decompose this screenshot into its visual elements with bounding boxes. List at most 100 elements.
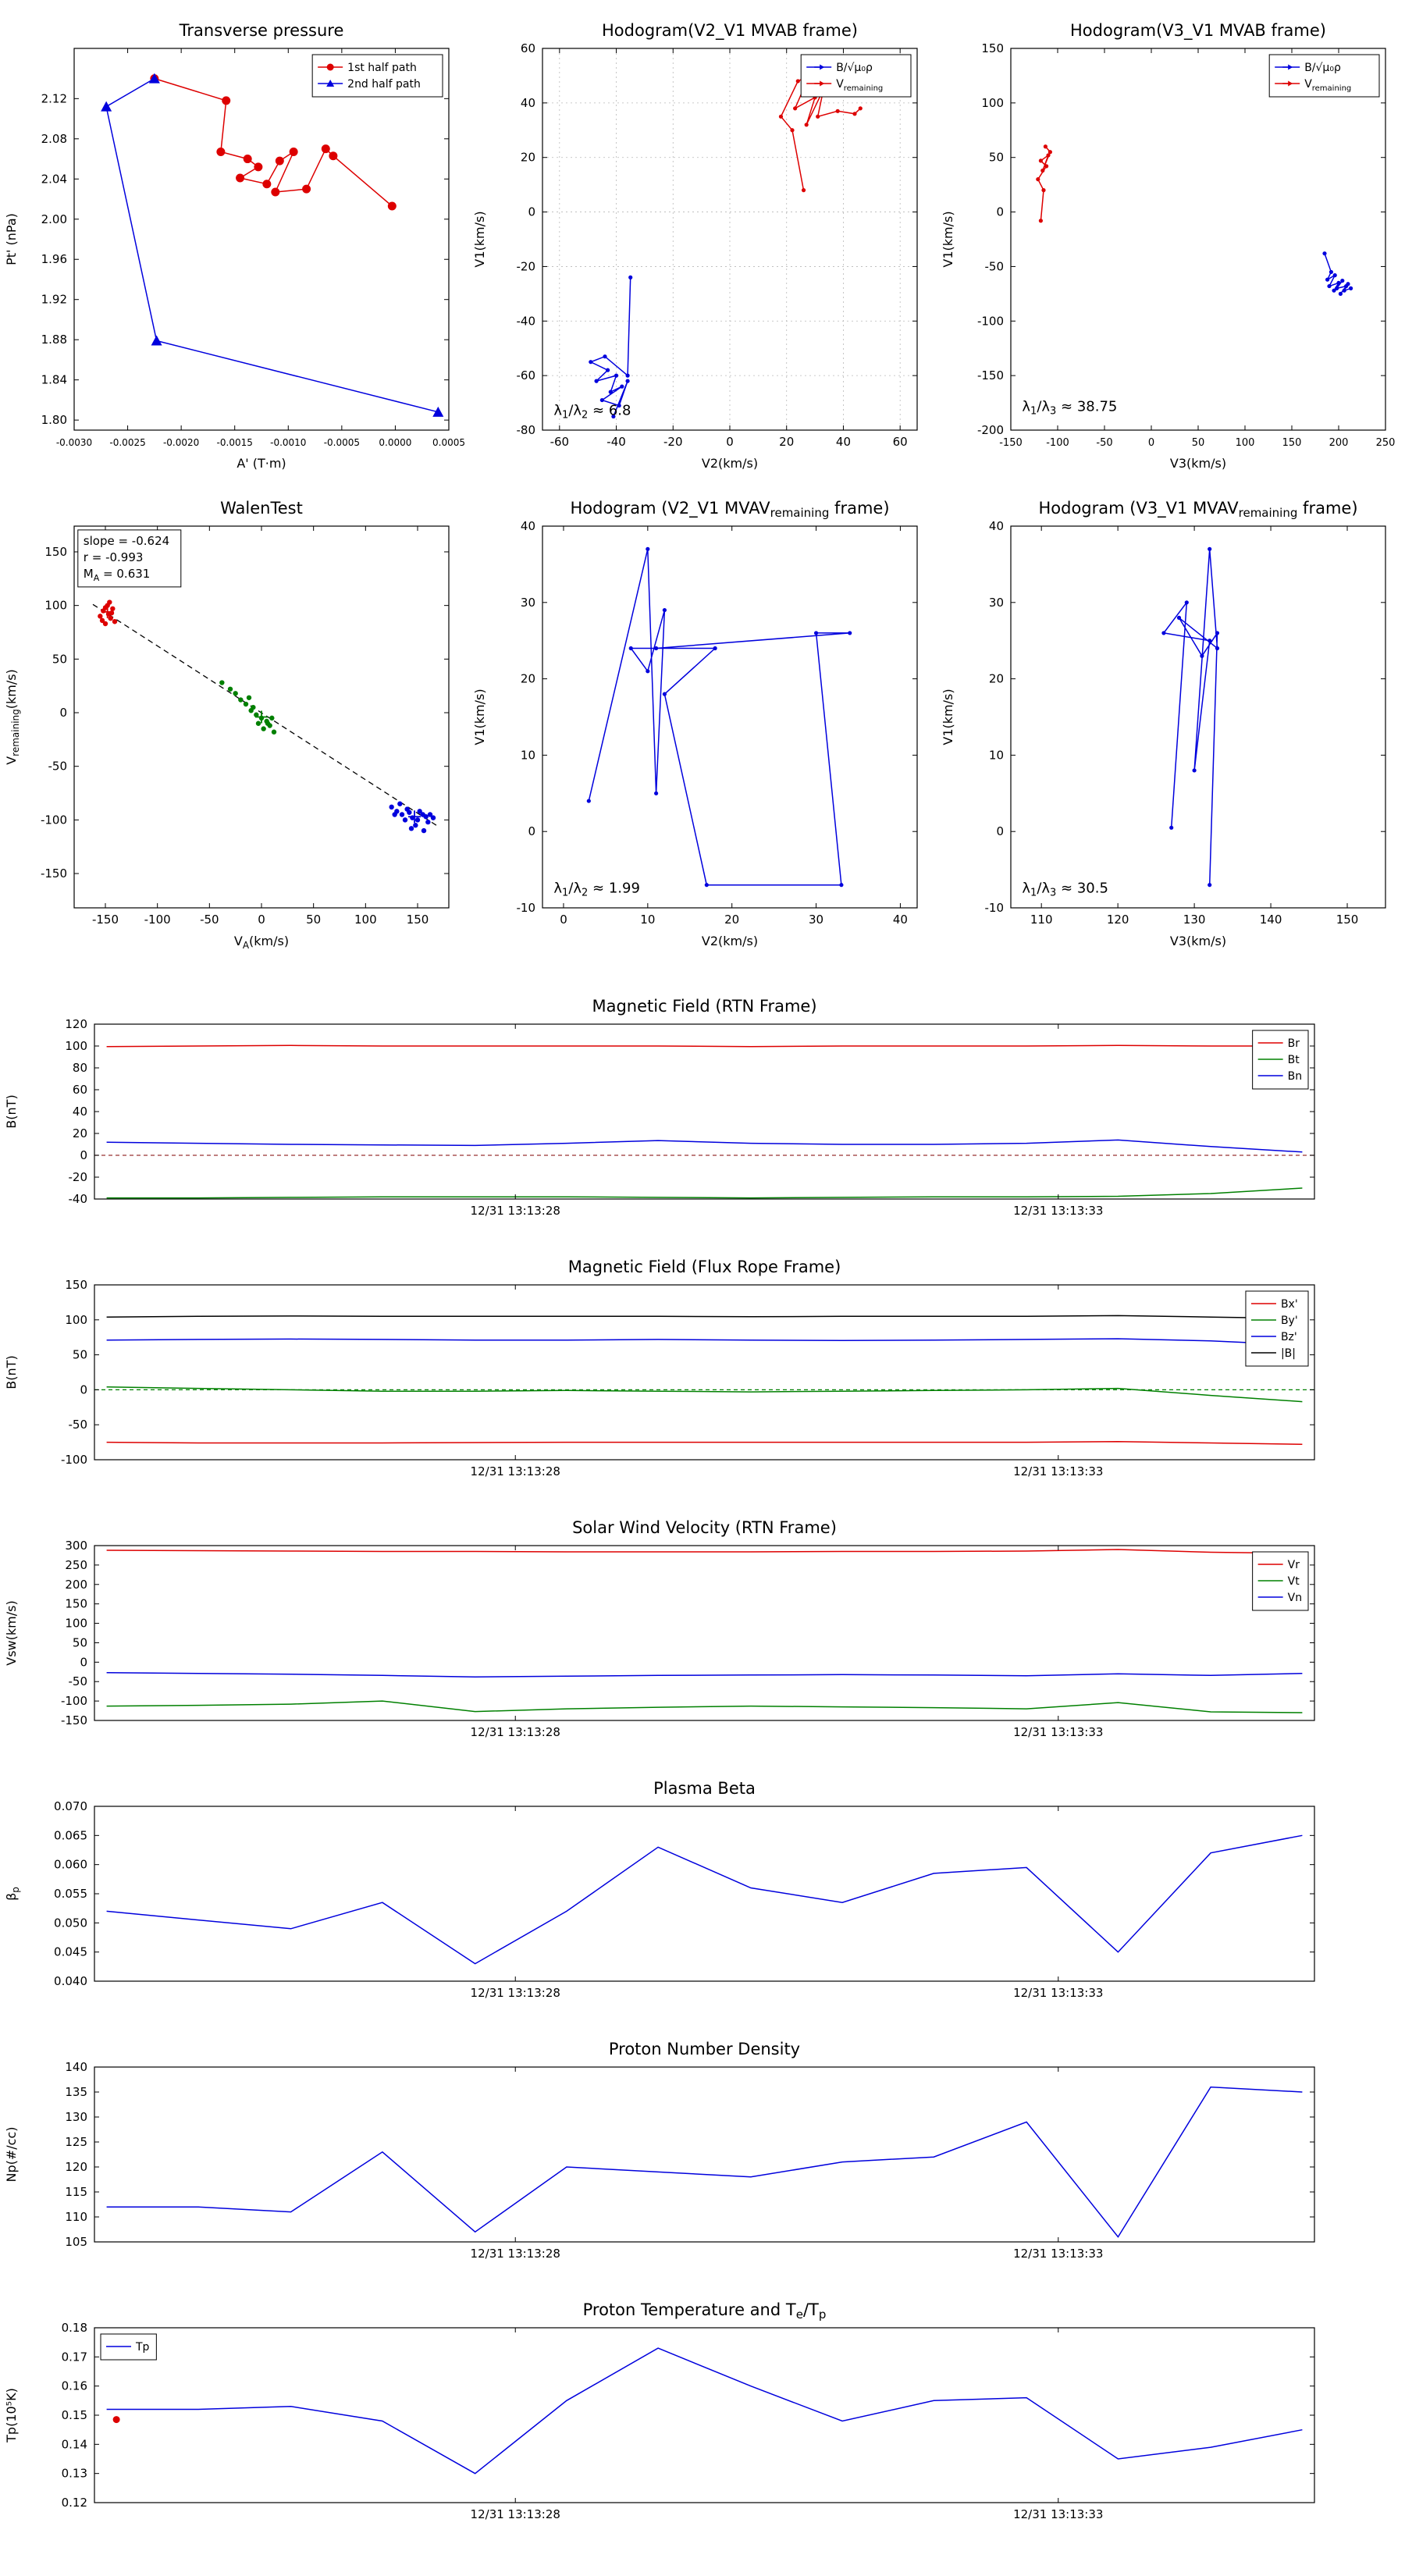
svg-text:B/√μ₀ρ: B/√μ₀ρ	[836, 62, 873, 74]
svg-text:0: 0	[1148, 437, 1154, 449]
svg-text:-100: -100	[977, 314, 1004, 328]
svg-text:Vt: Vt	[1288, 1575, 1300, 1588]
svg-text:140: 140	[1260, 913, 1282, 927]
chart-transverse-pressure: -0.0030 -0.0025 -0.0020 -0.0015 -0.0010 -0.00…	[0, 11, 468, 489]
svg-text:Np(#/cc): Np(#/cc)	[4, 2127, 19, 2183]
svg-text:0.15: 0.15	[62, 2408, 87, 2422]
svg-text:20: 20	[521, 151, 535, 165]
svg-text:50: 50	[306, 913, 321, 927]
svg-text:130: 130	[65, 2110, 87, 2124]
svg-text:WalenTest: WalenTest	[220, 499, 303, 518]
svg-text:-0.0025: -0.0025	[109, 437, 145, 448]
svg-text:0: 0	[560, 913, 567, 927]
svg-text:50: 50	[1192, 437, 1205, 449]
svg-text:100: 100	[1236, 437, 1255, 449]
svg-text:1st half path: 1st half path	[347, 62, 417, 74]
svg-text:120: 120	[65, 1017, 87, 1031]
svg-text:12/31 13:13:28: 12/31 13:13:28	[471, 1725, 560, 1739]
svg-text:Tp(10⁵K): Tp(10⁵K)	[4, 2388, 19, 2443]
svg-text:0.13: 0.13	[62, 2467, 87, 2481]
svg-text:50: 50	[73, 1635, 87, 1649]
svg-text:20: 20	[989, 672, 1004, 686]
svg-text:12/31 13:13:33: 12/31 13:13:33	[1013, 1464, 1103, 1478]
svg-text:Magnetic Field (Flux Rope Fram: Magnetic Field (Flux Rope Frame)	[568, 1258, 841, 1276]
svg-text:Vremaining: Vremaining	[836, 78, 883, 93]
svg-text:-150: -150	[999, 437, 1023, 449]
svg-text:200: 200	[65, 1578, 87, 1592]
svg-text:150: 150	[65, 1597, 87, 1611]
svg-text:20: 20	[521, 672, 535, 686]
svg-text:100: 100	[65, 1313, 87, 1327]
svg-text:-150: -150	[41, 866, 67, 881]
chart-hodogram-v3v1-mvav: 110 120 130 140 150 -10 0 10 20 30 40 Hodogram (V3_…	[937, 489, 1405, 966]
svg-text:300: 300	[65, 1539, 87, 1553]
svg-text:Proton Number Density: Proton Number Density	[609, 2040, 800, 2058]
svg-text:100: 100	[354, 913, 377, 927]
svg-text:20: 20	[73, 1126, 87, 1140]
svg-text:slope = -0.624: slope = -0.624	[84, 534, 169, 548]
svg-text:Tp: Tp	[135, 2341, 150, 2354]
svg-text:0: 0	[80, 1148, 87, 1162]
svg-text:0: 0	[80, 1655, 87, 1669]
svg-text:λ1/λ3 ≈ 30.5: λ1/λ3 ≈ 30.5	[1022, 880, 1108, 898]
svg-text:0.060: 0.060	[54, 1858, 87, 1872]
svg-text:60: 60	[521, 41, 535, 55]
svg-text:140: 140	[65, 2060, 87, 2074]
svg-text:50: 50	[73, 1348, 87, 1362]
svg-text:-150: -150	[61, 1713, 87, 1727]
svg-text:12/31 13:13:28: 12/31 13:13:28	[471, 2247, 560, 2261]
svg-text:0.16: 0.16	[62, 2379, 87, 2393]
svg-text:0.055: 0.055	[54, 1887, 87, 1901]
svg-text:Vremaining(km/s): Vremaining(km/s)	[4, 669, 21, 765]
svg-text:0.070: 0.070	[54, 1799, 87, 1813]
svg-text:40: 40	[521, 519, 535, 533]
svg-text:-100: -100	[1046, 437, 1069, 449]
svg-text:0.045: 0.045	[54, 1945, 87, 1959]
svg-text:1.88: 1.88	[41, 333, 67, 347]
svg-text:10: 10	[989, 748, 1004, 762]
svg-text:-10: -10	[517, 901, 536, 915]
svg-text:100: 100	[65, 1617, 87, 1631]
svg-text:Hodogram (V2_V1 MVAVremaining: Hodogram (V2_V1 MVAVremaining frame)	[570, 499, 889, 520]
svg-text:-50: -50	[69, 1674, 88, 1688]
svg-text:100: 100	[65, 1039, 87, 1053]
svg-text:-0.0005: -0.0005	[324, 437, 360, 448]
svg-text:105: 105	[65, 2235, 87, 2249]
svg-text:-100: -100	[61, 1694, 87, 1708]
svg-text:150: 150	[44, 545, 67, 559]
svg-text:1.84: 1.84	[41, 373, 67, 387]
svg-text:12/31 13:13:28: 12/31 13:13:28	[471, 2507, 560, 2521]
svg-text:-50: -50	[985, 259, 1005, 273]
svg-text:110: 110	[1030, 913, 1053, 927]
svg-text:12/31 13:13:28: 12/31 13:13:28	[471, 1986, 560, 2000]
svg-text:-0.0010: -0.0010	[270, 437, 306, 448]
scatter-grid: -0.0030 -0.0025 -0.0020 -0.0015 -0.0010 -0.00…	[0, 0, 1405, 966]
svg-text:V1(km/s): V1(km/s)	[472, 688, 487, 745]
svg-text:125: 125	[65, 2135, 87, 2149]
svg-text:10: 10	[640, 913, 655, 927]
svg-text:12/31 13:13:33: 12/31 13:13:33	[1013, 1986, 1103, 2000]
svg-text:120: 120	[65, 2160, 87, 2174]
svg-text:Solar Wind Velocity (RTN Frame: Solar Wind Velocity (RTN Frame)	[572, 1518, 837, 1537]
svg-text:-50: -50	[69, 1418, 88, 1432]
svg-text:0.050: 0.050	[54, 1916, 87, 1930]
svg-text:βp: βp	[4, 1887, 21, 1901]
svg-text:-150: -150	[92, 913, 119, 927]
chart-walen-test: -150 -100 -50 0 50 100 150 -150 -100 -50 0 50 100 150…	[0, 489, 468, 966]
svg-text:Bx': Bx'	[1281, 1298, 1298, 1311]
svg-text:B(nT): B(nT)	[4, 1355, 19, 1389]
svg-text:Bz': Bz'	[1281, 1331, 1297, 1343]
svg-text:-10: -10	[985, 901, 1005, 915]
svg-text:0.065: 0.065	[54, 1828, 87, 1842]
svg-text:30: 30	[521, 596, 535, 610]
svg-text:-20: -20	[663, 435, 683, 449]
svg-text:-40: -40	[517, 314, 536, 328]
svg-text:Bt: Bt	[1288, 1054, 1300, 1066]
svg-text:|B|: |B|	[1281, 1347, 1296, 1360]
svg-text:2.04: 2.04	[41, 172, 67, 186]
svg-text:2.08: 2.08	[41, 132, 67, 146]
svg-text:Vn: Vn	[1288, 1592, 1302, 1604]
svg-text:Bn: Bn	[1288, 1070, 1302, 1083]
svg-text:-0.0030: -0.0030	[56, 437, 92, 448]
